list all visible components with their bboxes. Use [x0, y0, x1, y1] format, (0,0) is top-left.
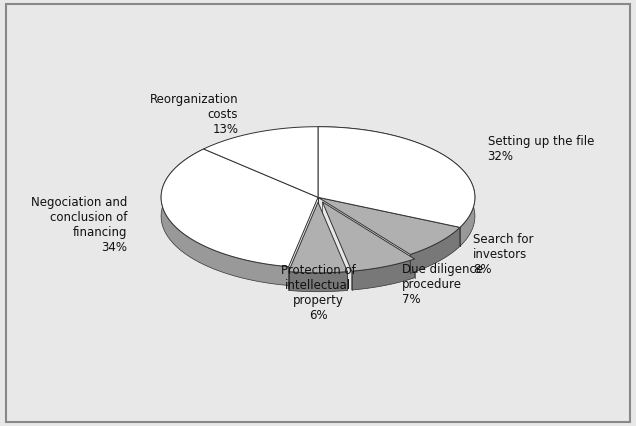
- Polygon shape: [352, 259, 415, 290]
- Text: Negociation and
conclusion of
financing
34%: Negociation and conclusion of financing …: [31, 196, 127, 254]
- Polygon shape: [289, 202, 347, 273]
- Text: Due diligence
procedure
7%: Due diligence procedure 7%: [402, 263, 483, 306]
- Text: Protection of
intellectual
property
6%: Protection of intellectual property 6%: [280, 264, 356, 322]
- Polygon shape: [318, 127, 475, 246]
- Text: Setting up the file
32%: Setting up the file 32%: [488, 135, 594, 163]
- Polygon shape: [204, 127, 318, 197]
- Polygon shape: [289, 272, 347, 292]
- Polygon shape: [318, 197, 460, 254]
- Text: Search for
investors
8%: Search for investors 8%: [473, 233, 533, 276]
- Text: Reorganization
costs
13%: Reorganization costs 13%: [149, 93, 238, 136]
- Polygon shape: [410, 227, 460, 273]
- Polygon shape: [161, 149, 318, 267]
- Polygon shape: [318, 127, 475, 227]
- Polygon shape: [322, 202, 415, 271]
- Polygon shape: [161, 149, 289, 285]
